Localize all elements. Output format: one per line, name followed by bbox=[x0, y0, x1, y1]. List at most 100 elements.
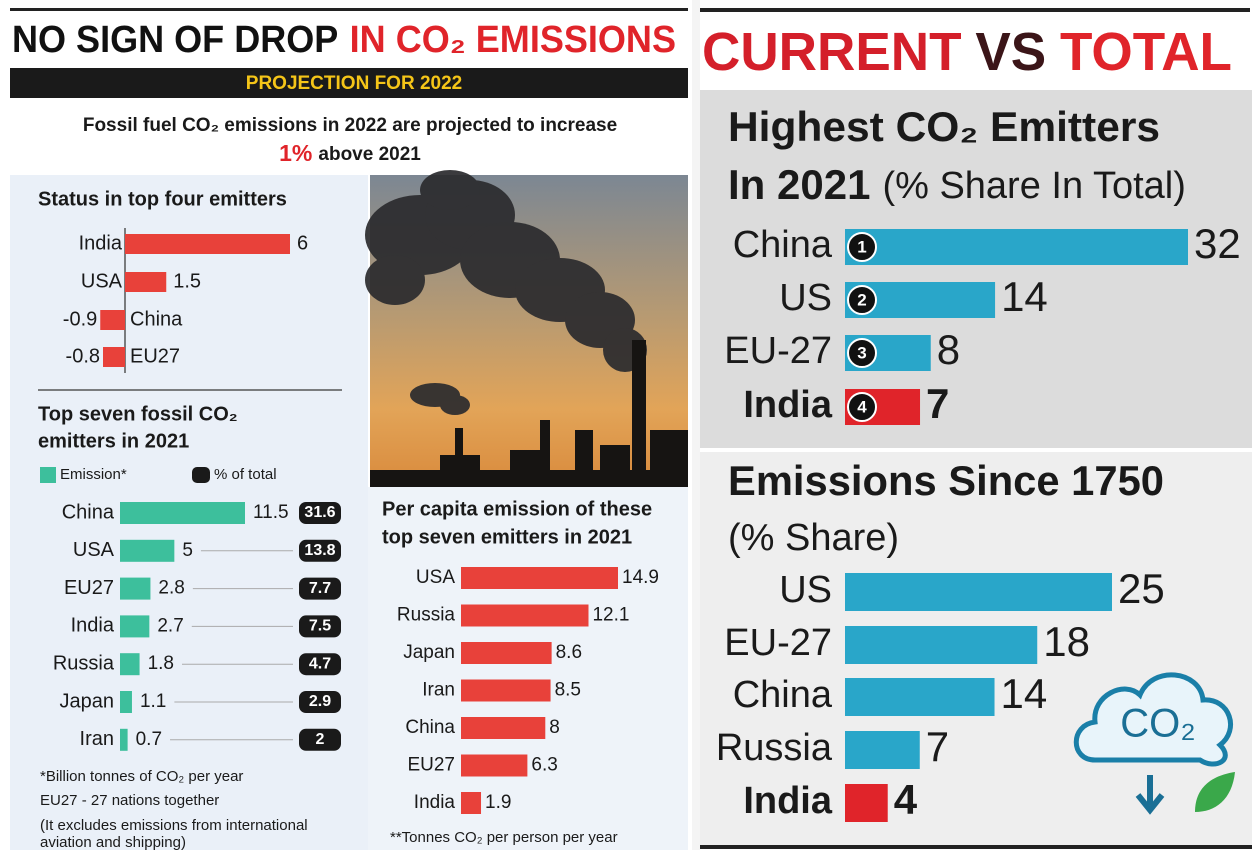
rank-label: 3 bbox=[857, 343, 866, 362]
value-label: 14 bbox=[1001, 273, 1048, 320]
badge-label: 13.8 bbox=[304, 542, 335, 559]
chart-subtitle: (% Share In Total) bbox=[882, 165, 1185, 207]
value-label: 8.5 bbox=[555, 680, 581, 701]
category-label: USA bbox=[416, 567, 455, 588]
value-label: 11.5 bbox=[253, 502, 289, 523]
chart-title: top seven emitters in 2021 bbox=[382, 526, 632, 548]
value-label: 8 bbox=[937, 326, 960, 373]
category-label: India bbox=[743, 780, 833, 822]
rank-label: 1 bbox=[857, 237, 866, 256]
legend-label: Emission* bbox=[60, 466, 127, 483]
chart-subtitle: (% Share) bbox=[728, 517, 899, 559]
bar bbox=[845, 731, 920, 769]
bar bbox=[125, 234, 290, 254]
title-part: CURRENT bbox=[702, 22, 962, 82]
bar bbox=[120, 540, 174, 562]
rank-label: 2 bbox=[857, 290, 866, 309]
legend-label: % of total bbox=[214, 466, 277, 483]
category-label: US bbox=[779, 277, 832, 319]
chart-title: Per capita emission of these bbox=[382, 498, 652, 520]
bar bbox=[125, 272, 166, 292]
title-part: NO SIGN OF DROP bbox=[12, 19, 338, 61]
legend-swatch bbox=[40, 467, 56, 483]
value-label: 6.3 bbox=[531, 755, 557, 776]
note: EU27 - 27 nations together bbox=[40, 792, 219, 809]
value-label: 6 bbox=[297, 232, 308, 254]
category-label: Russia bbox=[397, 605, 456, 626]
intro-rest: above 2021 bbox=[318, 144, 421, 165]
bar bbox=[120, 691, 132, 713]
chart-title: emitters in 2021 bbox=[38, 430, 189, 452]
badge-label: 31.6 bbox=[304, 504, 335, 521]
category-label: Russia bbox=[716, 727, 833, 769]
category-label: China bbox=[405, 717, 455, 738]
bar bbox=[845, 784, 888, 822]
chart-title: Highest CO₂ Emitters bbox=[728, 103, 1160, 150]
title-part: In 2021 bbox=[728, 161, 870, 208]
value-label: 0.7 bbox=[136, 729, 162, 750]
value-label: 14.9 bbox=[622, 567, 659, 588]
category-label: China bbox=[130, 308, 183, 330]
note: **Tonnes CO₂ per person per year bbox=[390, 829, 618, 846]
note: (It excludes emissions from internationa… bbox=[40, 817, 308, 834]
bar bbox=[461, 680, 551, 702]
bar bbox=[103, 347, 125, 367]
legend-swatch bbox=[192, 467, 210, 483]
category-label: Russia bbox=[53, 652, 115, 674]
value-label: 18 bbox=[1043, 618, 1090, 665]
category-label: USA bbox=[81, 270, 123, 292]
bottom-rule bbox=[700, 845, 1252, 849]
category-label: EU27 bbox=[64, 577, 114, 599]
category-label: US bbox=[779, 569, 832, 611]
category-label: China bbox=[733, 674, 833, 716]
value-label: 8 bbox=[549, 717, 560, 738]
title-part: VS bbox=[975, 22, 1046, 82]
chart-title: Top seven fossil CO₂ bbox=[38, 403, 238, 425]
bar bbox=[120, 729, 128, 751]
note: aviation and shipping) bbox=[40, 834, 186, 850]
category-label: Iran bbox=[80, 728, 114, 750]
badge-label: 7.7 bbox=[309, 580, 331, 597]
chart-title: In 2021 (% Share In Total) bbox=[728, 161, 1186, 208]
value-label: 1.8 bbox=[148, 653, 174, 674]
category-label: China bbox=[733, 224, 833, 266]
category-label: India bbox=[743, 384, 833, 426]
banner-text: PROJECTION FOR 2022 bbox=[246, 73, 462, 94]
bar bbox=[461, 642, 552, 664]
value-label: 1.5 bbox=[173, 270, 201, 292]
badge-label: 2 bbox=[316, 731, 325, 748]
bar bbox=[845, 229, 1188, 265]
bar bbox=[461, 605, 588, 627]
value-label: 1.9 bbox=[485, 792, 511, 813]
chart-title: Emissions Since 1750 bbox=[728, 457, 1164, 504]
value-label: 4 bbox=[894, 776, 918, 823]
value-label: 7 bbox=[926, 723, 949, 770]
value-label: 8.6 bbox=[556, 642, 582, 663]
bar bbox=[461, 717, 545, 739]
value-label: 12.1 bbox=[592, 605, 629, 626]
category-label: India bbox=[71, 615, 115, 637]
bar bbox=[120, 653, 140, 675]
title-part: TOTAL bbox=[1060, 22, 1232, 82]
badge-label: 2.9 bbox=[309, 693, 331, 710]
category-label: EU27 bbox=[130, 345, 180, 367]
intro-line: Fossil fuel CO₂ emissions in 2022 are pr… bbox=[83, 115, 617, 136]
page: { "left_panel": { "title": ["NO SIGN OF … bbox=[0, 0, 1257, 850]
top-rule bbox=[700, 8, 1250, 12]
category-label: EU27 bbox=[407, 755, 455, 776]
chart-title: Status in top four emitters bbox=[38, 188, 287, 210]
bar bbox=[461, 755, 527, 777]
category-label: Iran bbox=[422, 680, 455, 701]
category-label: EU-27 bbox=[724, 622, 832, 664]
category-label: China bbox=[62, 501, 115, 523]
category-label: USA bbox=[73, 539, 115, 561]
top-rule bbox=[10, 8, 688, 11]
value-label: 1.1 bbox=[140, 691, 166, 712]
value-label: 7 bbox=[926, 380, 949, 427]
value-label: -0.9 bbox=[63, 308, 97, 330]
bar bbox=[845, 573, 1112, 611]
bar bbox=[120, 502, 245, 524]
bar bbox=[845, 626, 1037, 664]
category-label: India bbox=[79, 232, 123, 254]
